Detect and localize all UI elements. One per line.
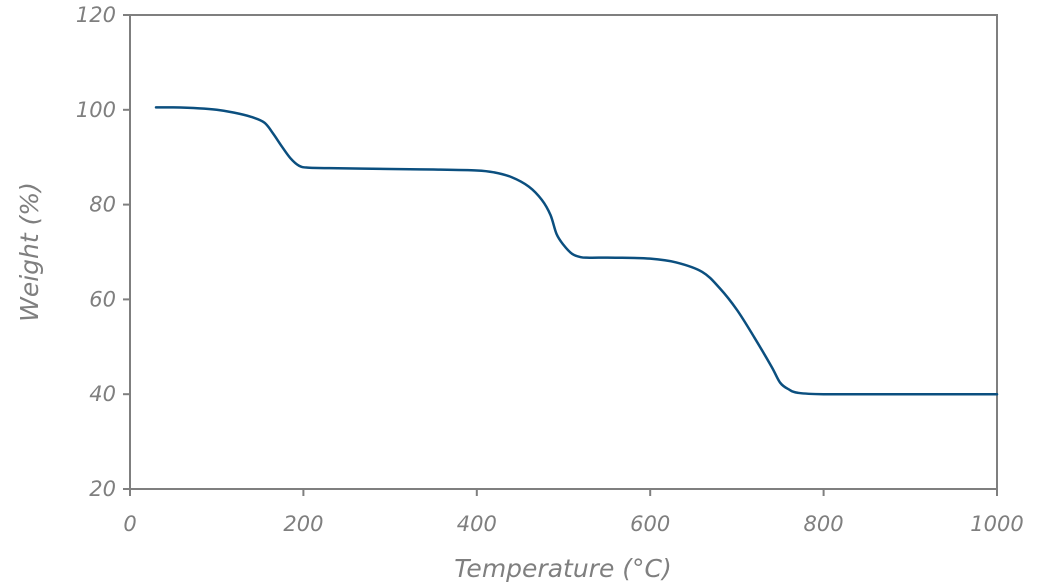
- x-tick-label: 1000: [970, 512, 1023, 536]
- plot-frame: [129, 14, 998, 490]
- y-axis-ticks: 20 40 60 80 100 120: [76, 3, 130, 501]
- x-axis-ticks: 0 200 400 600 800 1000: [123, 489, 1024, 536]
- x-tick-label: 400: [457, 512, 497, 536]
- y-axis-label: Weight (%): [15, 182, 44, 322]
- x-axis-label: Temperature (°C): [454, 554, 671, 583]
- weight-curve-line: [154, 106, 999, 396]
- y-tick-label: 60: [89, 287, 116, 311]
- y-tick-label: 100: [76, 98, 116, 122]
- y-tick-label: 120: [76, 3, 116, 27]
- x-tick-label: 200: [283, 512, 323, 536]
- y-tick-label: 40: [89, 382, 116, 406]
- y-tick-label: 20: [89, 477, 116, 501]
- y-tick-label: 80: [89, 193, 116, 217]
- x-tick-label: 800: [804, 512, 844, 536]
- x-tick-label: 600: [630, 512, 670, 536]
- x-tick-label: 0: [123, 512, 136, 536]
